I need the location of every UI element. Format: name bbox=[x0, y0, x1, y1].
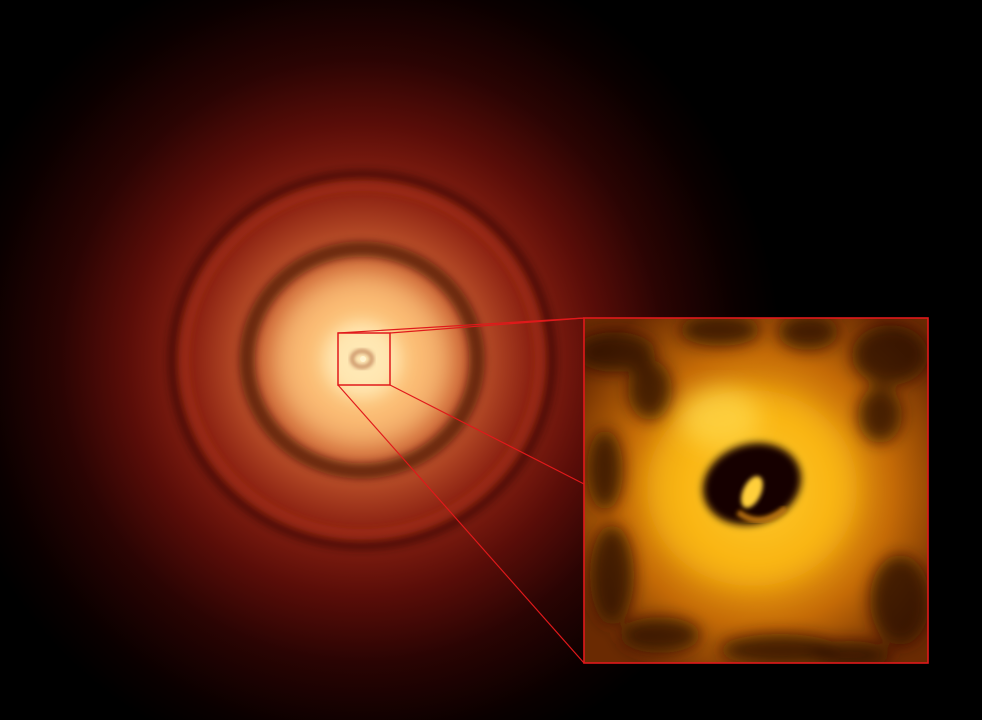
inset-central-source bbox=[741, 476, 763, 508]
connector-line-top-right bbox=[389, 317, 585, 334]
zoom-inset bbox=[584, 318, 928, 663]
inner-gap-ring bbox=[239, 241, 485, 479]
connector-line-top-left bbox=[337, 317, 585, 334]
inset-bright-lobe bbox=[680, 388, 760, 448]
connector-line-bottom bbox=[337, 384, 585, 664]
core-star bbox=[360, 356, 366, 362]
outer-gap-ring bbox=[167, 169, 557, 551]
connector-line-mid bbox=[389, 384, 585, 485]
core-small-ring bbox=[350, 349, 374, 369]
zoom-inset-frame bbox=[583, 317, 929, 664]
inset-inner-arc bbox=[736, 505, 788, 523]
outer-bright-ring bbox=[179, 181, 545, 539]
zoom-source-box bbox=[337, 332, 391, 386]
